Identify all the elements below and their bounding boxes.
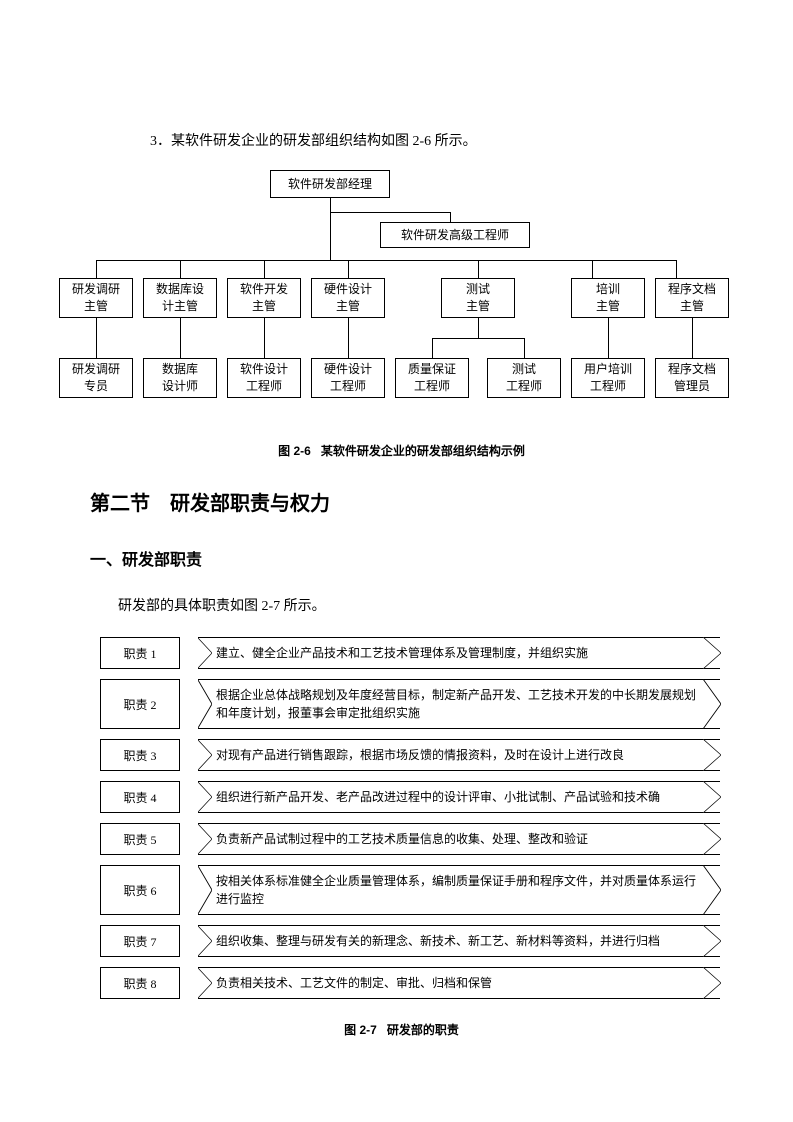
duty-content: 组织收集、整理与研发有关的新理念、新技术、新工艺、新材料等资料，并进行归档 bbox=[216, 934, 660, 948]
duty-row: 职责 5 负责新产品试制过程中的工艺技术质量信息的收集、处理、整改和验证 bbox=[100, 823, 720, 855]
body-text: 研发部的具体职责如图 2-7 所示。 bbox=[118, 595, 713, 615]
duty-label: 职责 1 bbox=[100, 637, 180, 669]
org-supervisor: 硬件设计 主管 bbox=[311, 278, 385, 318]
org-staff: 研发调研 专员 bbox=[59, 358, 133, 398]
duty-content: 根据企业总体战略规划及年度经营目标，制定新产品开发、工艺技术开发的中长期发展规划… bbox=[216, 688, 696, 720]
duty-row: 职责 2 根据企业总体战略规划及年度经营目标，制定新产品开发、工艺技术开发的中长… bbox=[100, 679, 720, 729]
duty-row: 职责 4 组织进行新产品开发、老产品改进过程中的设计评审、小批试制、产品试验和技… bbox=[100, 781, 720, 813]
duty-text: 组织进行新产品开发、老产品改进过程中的设计评审、小批试制、产品试验和技术确 bbox=[198, 781, 720, 813]
duty-row: 职责 8 负责相关技术、工艺文件的制定、审批、归档和保管 bbox=[100, 967, 720, 999]
sub-title: 一、研发部职责 bbox=[90, 546, 713, 570]
duties-caption: 图 2-7 研发部的职责 bbox=[90, 1021, 713, 1038]
org-staff: 质量保证 工程师 bbox=[395, 358, 469, 398]
org-staff: 软件设计 工程师 bbox=[227, 358, 301, 398]
org-staff: 程序文档 管理员 bbox=[655, 358, 729, 398]
caption-label: 图 2-7 bbox=[344, 1023, 377, 1037]
org-supervisor: 培训 主管 bbox=[571, 278, 645, 318]
intro-text: 3．某软件研发企业的研发部组织结构如图 2-6 所示。 bbox=[150, 130, 713, 150]
duty-label: 职责 6 bbox=[100, 865, 180, 915]
duty-list: 职责 1 建立、健全企业产品技术和工艺技术管理体系及管理制度，并组织实施 职责 … bbox=[100, 637, 720, 999]
duty-content: 建立、健全企业产品技术和工艺技术管理体系及管理制度，并组织实施 bbox=[216, 646, 588, 660]
duty-text: 根据企业总体战略规划及年度经营目标，制定新产品开发、工艺技术开发的中长期发展规划… bbox=[198, 679, 720, 729]
org-staff: 用户培训 工程师 bbox=[571, 358, 645, 398]
org-supervisor: 程序文档 主管 bbox=[655, 278, 729, 318]
duty-row: 职责 1 建立、健全企业产品技术和工艺技术管理体系及管理制度，并组织实施 bbox=[100, 637, 720, 669]
duty-label: 职责 5 bbox=[100, 823, 180, 855]
org-root: 软件研发部经理 bbox=[270, 170, 390, 198]
duty-content: 组织进行新产品开发、老产品改进过程中的设计评审、小批试制、产品试验和技术确 bbox=[216, 790, 660, 804]
org-staff: 测试 工程师 bbox=[487, 358, 561, 398]
duty-row: 职责 6 按相关体系标准健全企业质量管理体系，编制质量保证手册和程序文件，并对质… bbox=[100, 865, 720, 915]
document-page: 3．某软件研发企业的研发部组织结构如图 2-6 所示。 软件研发部经理 软件研发… bbox=[0, 0, 793, 1122]
duty-text: 组织收集、整理与研发有关的新理念、新技术、新工艺、新材料等资料，并进行归档 bbox=[198, 925, 720, 957]
duty-label: 职责 4 bbox=[100, 781, 180, 813]
duty-text: 负责新产品试制过程中的工艺技术质量信息的收集、处理、整改和验证 bbox=[198, 823, 720, 855]
org-supervisor: 测试 主管 bbox=[441, 278, 515, 318]
caption-text: 某软件研发企业的研发部组织结构示例 bbox=[321, 444, 525, 458]
duty-content: 按相关体系标准健全企业质量管理体系，编制质量保证手册和程序文件，并对质量体系运行… bbox=[216, 874, 696, 906]
duty-text: 负责相关技术、工艺文件的制定、审批、归档和保管 bbox=[198, 967, 720, 999]
duty-label: 职责 7 bbox=[100, 925, 180, 957]
duty-text: 建立、健全企业产品技术和工艺技术管理体系及管理制度，并组织实施 bbox=[198, 637, 720, 669]
duty-text: 按相关体系标准健全企业质量管理体系，编制质量保证手册和程序文件，并对质量体系运行… bbox=[198, 865, 720, 915]
section-title: 第二节 研发部职责与权力 bbox=[90, 487, 713, 516]
duty-content: 对现有产品进行销售跟踪，根据市场反馈的情报资料，及时在设计上进行改良 bbox=[216, 748, 624, 762]
org-senior: 软件研发高级工程师 bbox=[380, 222, 530, 248]
org-supervisor: 研发调研 主管 bbox=[59, 278, 133, 318]
duty-text: 对现有产品进行销售跟踪，根据市场反馈的情报资料，及时在设计上进行改良 bbox=[198, 739, 720, 771]
org-staff: 硬件设计 工程师 bbox=[311, 358, 385, 398]
duty-row: 职责 7 组织收集、整理与研发有关的新理念、新技术、新工艺、新材料等资料，并进行… bbox=[100, 925, 720, 957]
duty-row: 职责 3 对现有产品进行销售跟踪，根据市场反馈的情报资料，及时在设计上进行改良 bbox=[100, 739, 720, 771]
duty-label: 职责 3 bbox=[100, 739, 180, 771]
caption-text: 研发部的职责 bbox=[387, 1023, 459, 1037]
duty-content: 负责新产品试制过程中的工艺技术质量信息的收集、处理、整改和验证 bbox=[216, 832, 588, 846]
caption-label: 图 2-6 bbox=[278, 444, 311, 458]
duty-label: 职责 2 bbox=[100, 679, 180, 729]
org-supervisor: 数据库设 计主管 bbox=[143, 278, 217, 318]
duty-label: 职责 8 bbox=[100, 967, 180, 999]
org-staff: 数据库 设计师 bbox=[143, 358, 217, 398]
org-chart: 软件研发部经理 软件研发高级工程师 研发调研 主管 研发调研 专员 数据库设 计… bbox=[90, 170, 730, 430]
org-supervisor: 软件开发 主管 bbox=[227, 278, 301, 318]
duty-content: 负责相关技术、工艺文件的制定、审批、归档和保管 bbox=[216, 976, 492, 990]
org-chart-caption: 图 2-6 某软件研发企业的研发部组织结构示例 bbox=[90, 442, 713, 459]
